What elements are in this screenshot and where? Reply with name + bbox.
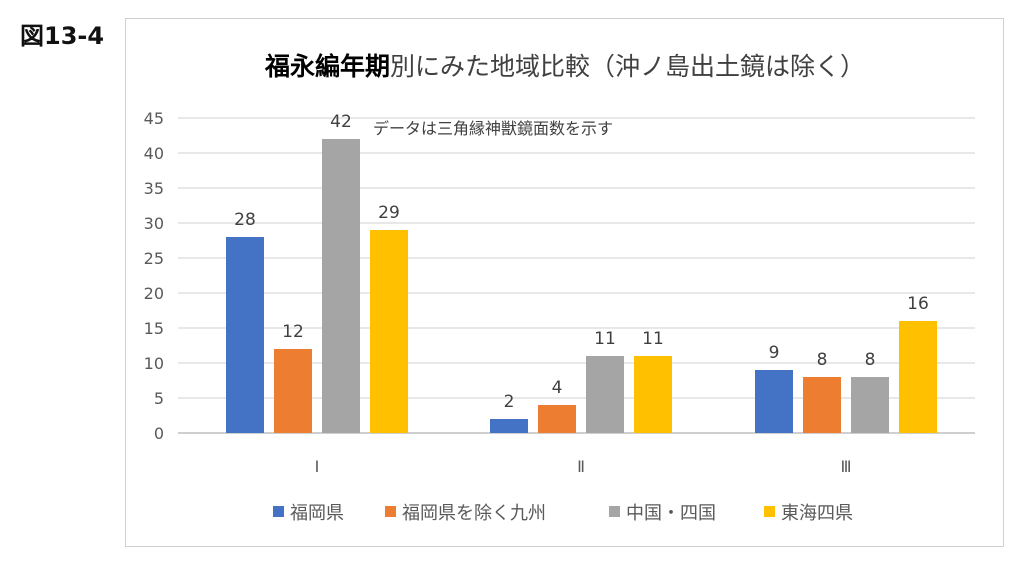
bar [755,370,793,433]
data-label: 29 [378,203,400,223]
data-label: 8 [817,350,828,370]
legend-label: 中国・四国 [626,503,716,524]
x-tick-label: Ⅲ [840,457,851,476]
chart-title: 福永編年期別にみた地域比較（沖ノ島出土鏡は除く） [264,52,865,81]
data-label: 8 [865,350,876,370]
y-tick-label: 15 [144,319,164,338]
bar [490,419,528,433]
data-label: 4 [552,378,563,398]
figure-label: 図13-4 [20,22,105,50]
y-tick-label: 5 [154,389,164,408]
y-tick-label: 40 [144,144,164,163]
data-label: 2 [504,392,515,412]
x-tick-label: Ⅱ [577,457,585,476]
data-label: 12 [282,322,304,342]
data-label: 16 [907,294,929,314]
bar [226,237,264,433]
legend-swatch [609,506,620,517]
y-tick-label: 35 [144,179,164,198]
bar [274,349,312,433]
bar [803,377,841,433]
legend-swatch [764,506,775,517]
y-tick-label: 25 [144,249,164,268]
chart-title-bold: 福永編年期 [264,52,390,81]
legend-label: 福岡県を除く九州 [402,503,546,524]
x-tick-label: Ⅰ [315,457,320,476]
legend-swatch [385,506,396,517]
bar [634,356,672,433]
data-label: 28 [234,210,256,230]
data-label: 9 [769,343,780,363]
data-label: 42 [330,112,352,132]
chart-frame [125,18,1004,547]
bar [899,321,937,433]
bar [851,377,889,433]
y-tick-label: 45 [144,109,164,128]
data-label: 11 [642,329,664,349]
chart-annotation: データは三角縁神獣鏡面数を示す [373,119,613,138]
data-label: 11 [594,329,616,349]
legend-swatch [273,506,284,517]
bar [586,356,624,433]
bar [322,139,360,433]
bar [538,405,576,433]
chart-title-rest: 別にみた地域比較（沖ノ島出土鏡は除く） [390,52,865,81]
y-tick-label: 0 [154,424,164,443]
y-tick-label: 20 [144,284,164,303]
y-tick-label: 10 [144,354,164,373]
legend-label: 東海四県 [781,503,853,524]
y-tick-label: 30 [144,214,164,233]
legend-label: 福岡県 [290,503,344,524]
bar [370,230,408,433]
